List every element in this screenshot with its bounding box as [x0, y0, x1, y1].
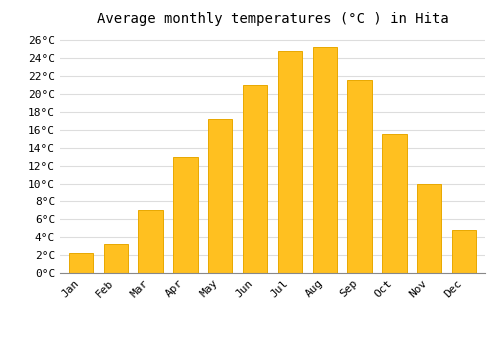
- Bar: [243, 85, 268, 273]
- Bar: [68, 253, 93, 273]
- Title: Average monthly temperatures (°C ) in Hita: Average monthly temperatures (°C ) in Hi…: [96, 12, 448, 26]
- Bar: [312, 47, 337, 273]
- Bar: [208, 119, 233, 273]
- Bar: [278, 51, 302, 273]
- Bar: [138, 210, 163, 273]
- Bar: [104, 244, 128, 273]
- Bar: [382, 134, 406, 273]
- Bar: [417, 183, 442, 273]
- Bar: [173, 157, 198, 273]
- Bar: [348, 80, 372, 273]
- Bar: [452, 230, 476, 273]
